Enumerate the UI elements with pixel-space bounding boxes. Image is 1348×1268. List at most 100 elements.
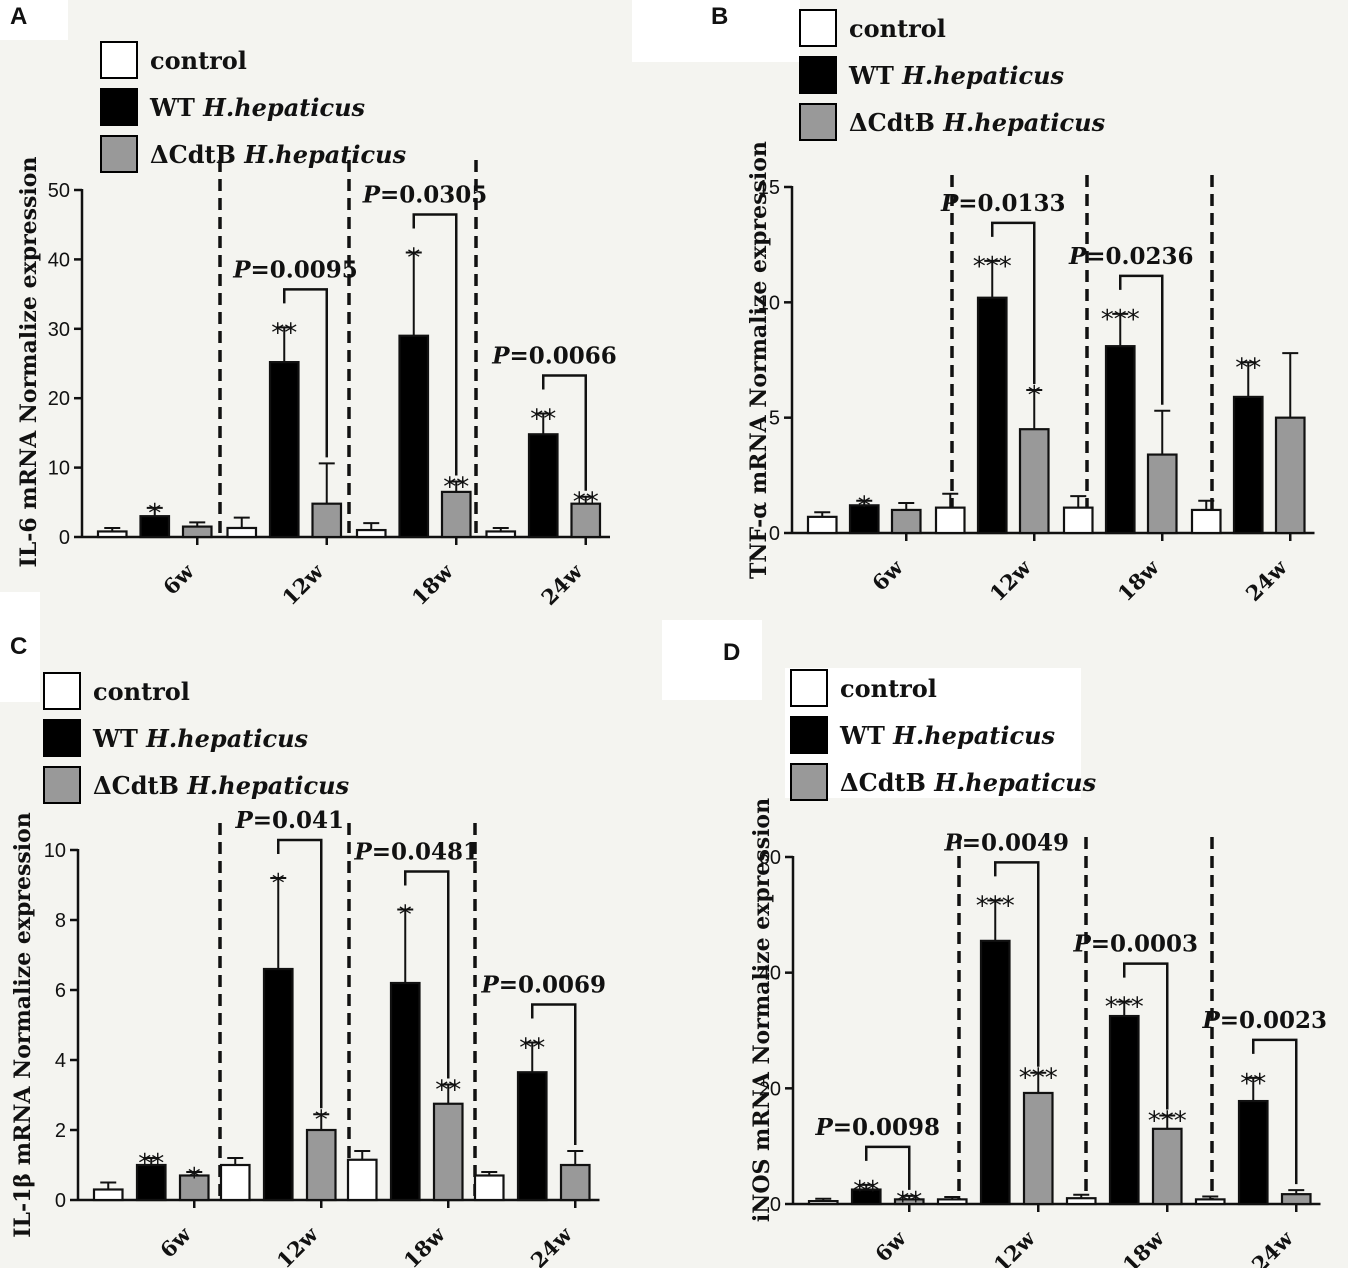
legend-label-prefix: WT (149, 93, 203, 122)
p-value-number: =0.0133 (958, 190, 1065, 217)
legend-label-prefix: control (849, 14, 946, 43)
y-tick-label: 5 (769, 408, 780, 430)
p-value-symbol: P (1068, 243, 1087, 270)
significance-stars: * (272, 869, 285, 899)
y-axis-label: iNOS mRNA Normalize expression (749, 798, 775, 1222)
significance-stars: ** (138, 1149, 164, 1179)
panel-letter: C (10, 633, 27, 660)
p-value-number: =0.0049 (962, 829, 1069, 856)
legend-swatch-control (790, 669, 828, 707)
p-value-symbol: P (232, 256, 251, 283)
bar-mutant (890, 508, 922, 535)
legend-label-control: control (93, 677, 190, 706)
bar-mutant (181, 525, 213, 539)
significance-stars: * (148, 499, 161, 529)
p-value-bracket (277, 838, 323, 1109)
legend-swatch-wt (43, 719, 81, 757)
y-tick-label: 60 (759, 847, 781, 869)
bar-wt (262, 967, 294, 1202)
y-tick-label: 2 (55, 1120, 66, 1142)
significance-stars: * (1028, 381, 1041, 411)
bar-wt (1108, 1014, 1140, 1206)
legend-label-species: H.hepaticus (145, 724, 308, 753)
bar-wt (139, 515, 171, 539)
legend-label-species: H.hepaticus (933, 768, 1096, 797)
y-tick-label: 6 (55, 980, 66, 1002)
bar-wt (268, 361, 300, 539)
bar-wt (979, 939, 1011, 1206)
p-value-label: P=0.0133 (940, 190, 1066, 217)
x-tick-label: 24w (1241, 554, 1293, 606)
legend-label-control: control (840, 674, 937, 703)
p-value-symbol: P (353, 839, 372, 866)
significance-stars: *** (976, 891, 1015, 921)
p-value-bracket (991, 221, 1036, 384)
y-tick-label: 0 (770, 1194, 781, 1216)
p-value-bracket (404, 870, 450, 1079)
p-value-bracket (1252, 1038, 1298, 1185)
bar-control (806, 515, 838, 535)
bar-control (936, 1198, 968, 1206)
legend: control WT H.hepaticus ΔCdtB H.hepaticus (43, 672, 350, 804)
legend-label-prefix: control (93, 677, 190, 706)
significance-stars: *** (1019, 1064, 1058, 1094)
p-value-symbol: P (943, 829, 962, 856)
x-tick-label: 18w (399, 1221, 451, 1268)
p-value-bracket (994, 861, 1040, 1067)
p-value-number: =0.041 (253, 807, 344, 834)
bar-mutant (570, 502, 602, 539)
x-tick-label: 18w (1118, 1225, 1170, 1268)
significance-stars: ** (1240, 1069, 1266, 1099)
legend-swatch-control (100, 41, 138, 79)
bar-wt (527, 433, 559, 539)
p-value-number: =0.0098 (833, 1114, 940, 1141)
legend-label-prefix: ΔCdtB (150, 140, 244, 169)
p-value-label: P=0.0069 (480, 972, 606, 999)
y-tick-label: 10 (44, 840, 66, 862)
legend-swatch-wt (790, 716, 828, 754)
p-value-symbol: P (1201, 1007, 1220, 1034)
p-value-number: =0.0236 (1086, 243, 1193, 270)
bar-control (1194, 1198, 1226, 1206)
bar-control (485, 530, 517, 539)
x-tick-label: 6w (158, 558, 199, 599)
p-value-bracket (283, 288, 328, 458)
legend-label-control: control (849, 14, 946, 43)
bar-control (1062, 506, 1094, 535)
x-tick-label: 12w (989, 1225, 1041, 1268)
legend-label-species: H.hepaticus (892, 721, 1055, 750)
label-backdrop (785, 668, 1081, 798)
panel-letter: A (10, 3, 27, 30)
significance-stars: ** (573, 488, 599, 518)
legend-label-species: H.hepaticus (942, 108, 1105, 137)
legend-swatch-mutant (799, 103, 837, 141)
significance-stars: ** (519, 1034, 545, 1064)
significance-stars: ** (896, 1187, 922, 1217)
bar-control (346, 1158, 378, 1202)
significance-stars: * (399, 901, 412, 931)
p-value-label: P=0.0066 (491, 342, 617, 369)
bar-mutant (311, 502, 343, 539)
p-value-symbol: P (362, 181, 381, 208)
significance-stars: * (315, 1105, 328, 1135)
bar-control (934, 506, 966, 535)
p-value-label: P=0.041 (234, 807, 344, 834)
bar-control (96, 530, 128, 539)
y-tick-label: 10 (758, 292, 780, 314)
significance-stars: ** (435, 1076, 461, 1106)
legend-label-prefix: WT (848, 61, 902, 90)
significance-stars: *** (973, 252, 1012, 282)
bar-control (807, 1200, 839, 1206)
legend-label-prefix: WT (92, 724, 146, 753)
x-tick-label: 24w (1247, 1225, 1299, 1268)
label-backdrop (0, 0, 68, 40)
legend-label-mutant: ΔCdtB H.hepaticus (93, 771, 350, 800)
legend-swatch-mutant (790, 763, 828, 801)
significance-stars: ** (530, 404, 556, 434)
bar-mutant (305, 1128, 337, 1202)
bar-mutant (1018, 428, 1050, 535)
x-tick-label: 24w (526, 1221, 578, 1268)
p-value-bracket (1123, 962, 1169, 1110)
p-value-bracket (1119, 274, 1164, 405)
p-value-label: P=0.0098 (814, 1114, 940, 1141)
